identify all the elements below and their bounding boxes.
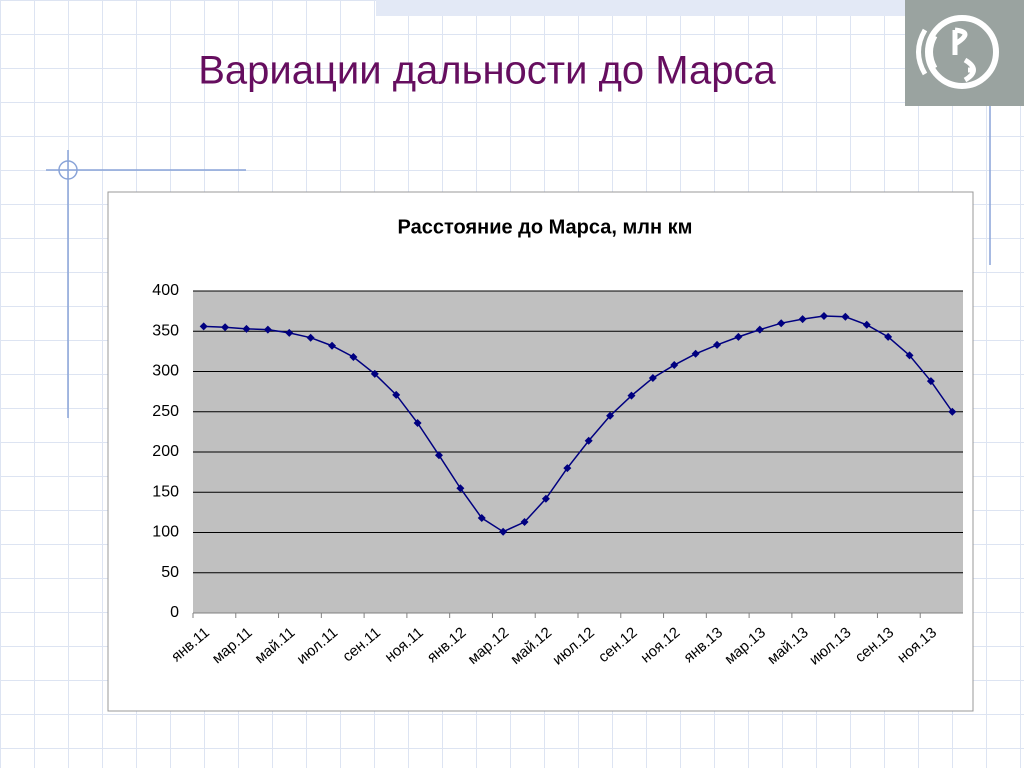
data-marker (798, 315, 807, 324)
data-marker (477, 514, 486, 523)
data-marker (328, 341, 337, 350)
data-marker (520, 518, 529, 527)
y-tick-label: 350 (152, 322, 179, 339)
y-tick-label: 300 (152, 363, 179, 380)
slide-title: Вариации дальности до Марса (198, 49, 776, 93)
top-band (376, 0, 906, 16)
y-tick-label: 50 (161, 564, 179, 581)
data-marker (755, 325, 764, 334)
logo-wave (916, 28, 938, 76)
data-marker (392, 390, 401, 399)
data-marker (584, 436, 593, 445)
data-marker (349, 353, 358, 362)
y-tick-label: 250 (152, 403, 179, 420)
data-marker (905, 351, 914, 360)
y-tick-label: 400 (152, 282, 179, 299)
data-marker (926, 377, 935, 386)
data-marker (884, 332, 893, 341)
data-marker (306, 333, 315, 342)
logo-mark (952, 27, 976, 83)
data-marker (606, 411, 615, 420)
data-marker (541, 494, 550, 503)
data-marker (563, 464, 572, 473)
data-marker (199, 322, 208, 331)
data-marker (777, 319, 786, 328)
data-marker (948, 407, 957, 416)
data-marker (499, 527, 508, 536)
data-marker (456, 484, 465, 493)
data-marker (285, 328, 294, 337)
data-marker (819, 311, 828, 320)
data-marker (691, 349, 700, 358)
data-marker (713, 340, 722, 349)
data-marker (413, 419, 422, 428)
data-marker (734, 332, 743, 341)
data-marker (670, 361, 679, 370)
y-tick-label: 200 (152, 443, 179, 460)
chart-title: Расстояние до Марса, млн км (398, 216, 693, 238)
decor-circle (58, 160, 78, 180)
y-tick-label: 100 (152, 524, 179, 541)
data-marker (263, 325, 272, 334)
data-marker (434, 451, 443, 460)
data-marker (862, 320, 871, 329)
y-tick-label: 150 (152, 483, 179, 500)
logo (905, 0, 1024, 106)
data-marker (370, 369, 379, 378)
data-marker (627, 391, 636, 400)
data-marker (648, 373, 657, 382)
data-marker (221, 323, 230, 332)
y-tick-label: 0 (170, 604, 179, 621)
data-marker (841, 312, 850, 321)
data-marker (242, 324, 251, 333)
